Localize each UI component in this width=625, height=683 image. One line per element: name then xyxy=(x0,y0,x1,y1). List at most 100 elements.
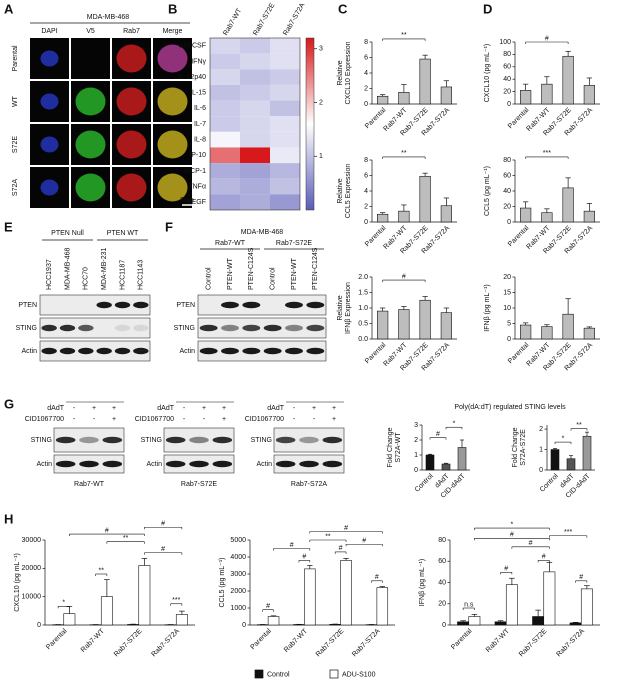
y-axis-label: Fold Change xyxy=(387,427,394,467)
heat-cell xyxy=(210,38,240,54)
y-tick-label: 6 xyxy=(364,54,368,61)
blot xyxy=(197,340,327,362)
blot-caption: Rab7-S72A xyxy=(291,481,328,488)
y-tick-label: 0 xyxy=(507,101,511,108)
y-axis-label: IFNβ Expression xyxy=(345,282,352,334)
y-tick-label: 2 xyxy=(539,426,543,433)
y-axis-label: CXCL10 (pg mL⁻¹) xyxy=(14,553,21,612)
cell xyxy=(157,87,188,116)
panel-letter: D xyxy=(483,1,492,16)
heatmap-frame xyxy=(209,37,301,211)
sign: - xyxy=(293,416,296,423)
y-tick-label: 0 xyxy=(364,101,368,108)
sig-label: # xyxy=(290,542,294,549)
legend-swatch xyxy=(329,669,339,679)
heat-cell xyxy=(210,131,240,148)
y-tick-label: 10 xyxy=(503,305,511,312)
y-axis-label: Relative xyxy=(337,295,344,320)
row-label: Actin xyxy=(146,461,162,468)
sig-label: *** xyxy=(564,529,572,536)
y-tick-label: 1000 xyxy=(230,605,246,612)
row-label: Actin xyxy=(179,348,195,355)
heat-cell xyxy=(210,69,240,85)
error-bar xyxy=(586,77,593,86)
sig-label: *** xyxy=(172,597,180,604)
bar xyxy=(441,463,451,471)
row-label: VEGF xyxy=(187,199,206,206)
colorbar-label: 2 xyxy=(319,99,323,106)
heat-cell xyxy=(240,131,270,148)
treatment-label: dAdT xyxy=(267,405,284,412)
y-tick-label: 15 xyxy=(503,289,511,296)
lane-label: HCC1143 xyxy=(138,260,145,290)
band xyxy=(79,436,99,444)
blot xyxy=(39,340,151,362)
band xyxy=(306,347,325,355)
band xyxy=(221,347,239,355)
y-axis-label: CXCL10 Expression xyxy=(345,41,352,104)
band xyxy=(263,347,282,355)
error-bar xyxy=(586,326,593,329)
y-tick-label: 30000 xyxy=(22,537,42,544)
error-bar xyxy=(179,610,185,615)
error-bar xyxy=(401,204,407,212)
heat-cell xyxy=(270,131,300,148)
lane-label: HCC1187 xyxy=(119,260,126,290)
y-tick-label: 0 xyxy=(442,622,446,629)
sign: - xyxy=(313,416,316,423)
bar xyxy=(520,90,532,105)
blot xyxy=(197,294,327,316)
band xyxy=(78,324,94,332)
y-axis-label: S72A-S72E xyxy=(520,429,527,466)
error-bar xyxy=(428,453,432,455)
error-bar xyxy=(460,620,466,622)
bar xyxy=(175,614,188,626)
bar xyxy=(440,312,452,340)
legend-label: ADU-S100 xyxy=(342,671,376,678)
row-label: PTEN xyxy=(18,302,37,309)
bar xyxy=(138,565,151,626)
y-tick-label: 3 xyxy=(414,422,418,429)
band xyxy=(285,347,303,355)
band xyxy=(242,347,261,355)
band xyxy=(114,324,131,332)
row-label: IL-12p40 xyxy=(178,74,206,81)
error-bar xyxy=(343,558,349,561)
heat-cell xyxy=(240,163,270,179)
sign: + xyxy=(202,405,206,412)
bar xyxy=(541,212,553,223)
heat-cell xyxy=(240,178,270,195)
y-tick-label: 2 xyxy=(364,203,368,210)
row-label: GM-CSF xyxy=(178,43,206,50)
blot xyxy=(197,317,327,339)
y-tick-label: 20000 xyxy=(22,565,42,572)
x-tick-label: Control xyxy=(414,472,435,493)
sig-label: n.s xyxy=(464,601,474,608)
y-tick-label: 0 xyxy=(539,467,543,474)
bar xyxy=(494,621,507,626)
bar xyxy=(376,587,389,626)
band xyxy=(212,460,233,468)
group-label: PTEN Null xyxy=(51,230,84,237)
y-tick-label: 6 xyxy=(364,172,368,179)
row-label: IL-7 xyxy=(194,121,206,128)
bar xyxy=(457,621,470,626)
error-bar xyxy=(379,212,386,215)
y-tick-label: 10000 xyxy=(22,594,42,601)
heat-cell xyxy=(240,147,270,164)
heat-cell xyxy=(270,116,300,132)
panel-title: MDA-MB-468 xyxy=(87,14,130,21)
cell xyxy=(116,44,147,73)
band xyxy=(189,460,209,468)
error-bar xyxy=(379,586,386,588)
band xyxy=(322,436,343,444)
micrograph xyxy=(71,38,110,79)
y-tick-label: 1 xyxy=(414,452,418,459)
y-tick-label: 0 xyxy=(507,219,511,226)
bar xyxy=(100,596,113,626)
lane-label: Control xyxy=(206,267,213,290)
y-tick-label: 0.0 xyxy=(358,336,368,343)
bar xyxy=(419,175,431,223)
cell xyxy=(40,50,59,67)
sign: + xyxy=(112,416,116,423)
